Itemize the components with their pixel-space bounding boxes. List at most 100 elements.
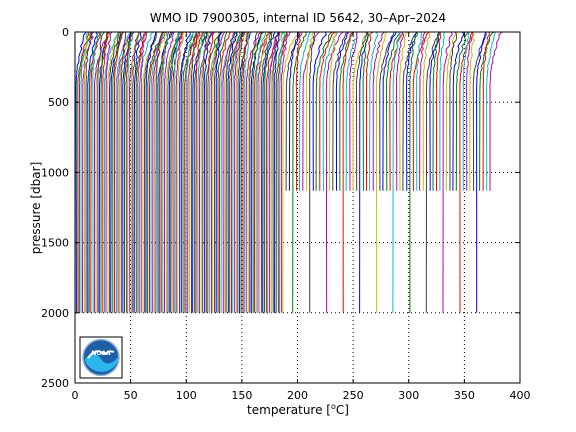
temperature-profile <box>325 32 344 313</box>
logo-text: NOAA <box>91 350 111 357</box>
temperature-profile <box>309 32 316 313</box>
x-axis-label-main: temperature [ <box>247 403 331 417</box>
temperature-profile <box>365 32 374 191</box>
temperature-profile <box>225 32 236 313</box>
temperature-profile <box>175 32 184 313</box>
temperature-profile <box>123 32 135 313</box>
temperature-profile <box>449 32 458 191</box>
temperature-profile <box>173 32 181 313</box>
temperature-profile <box>202 32 208 313</box>
temperature-profile <box>200 32 210 313</box>
temperature-profile <box>107 32 119 313</box>
temperature-profile <box>452 32 465 191</box>
temperature-profile <box>229 32 241 313</box>
temperature-profile <box>389 32 404 191</box>
temperature-profile <box>315 32 333 191</box>
temperature-profile <box>212 32 220 313</box>
temperature-profile <box>319 32 335 191</box>
temperature-profile <box>83 32 91 313</box>
temperature-profile <box>349 32 358 191</box>
temperature-profile <box>439 32 446 191</box>
temperature-profile <box>466 32 474 191</box>
temperature-profile <box>385 32 401 191</box>
temperature-profile <box>145 32 157 313</box>
temperature-profile <box>252 32 262 313</box>
temperature-profile <box>339 32 354 191</box>
temperature-profile <box>274 32 280 313</box>
noaa-logo: NOAA <box>79 336 123 379</box>
temperature-profile <box>279 32 286 313</box>
temperature-profile <box>192 32 208 313</box>
profiles <box>75 32 503 313</box>
x-tick-label: 150 <box>231 389 252 402</box>
temperature-profile <box>140 32 147 313</box>
temperature-profile <box>462 32 470 191</box>
temperature-profile <box>172 32 185 313</box>
temperature-profile <box>292 32 307 313</box>
temperature-profile <box>345 32 358 191</box>
temperature-profile <box>160 32 170 313</box>
y-tick-label: 500 <box>48 96 69 109</box>
temperature-profile <box>195 32 204 313</box>
temperature-profile <box>332 32 348 191</box>
temperature-profile <box>220 32 238 313</box>
temperature-profile <box>162 32 169 313</box>
temperature-profile <box>110 32 125 313</box>
temperature-profile <box>482 32 490 191</box>
axis-ticks: 0 50 100 150 200 250 300 350 400 0 500 1000 1500 2000… <box>41 26 531 402</box>
temperature-profile <box>272 32 279 313</box>
temperature-profile <box>210 32 226 313</box>
logo-wave <box>85 354 118 372</box>
temperature-profile <box>190 32 198 313</box>
temperature-profile <box>305 32 315 191</box>
x-tick-label: 350 <box>454 389 475 402</box>
temperature-profile <box>392 32 401 313</box>
temperature-profile <box>372 32 385 191</box>
temperature-profile <box>402 32 418 191</box>
x-tick-label: 250 <box>343 389 364 402</box>
x-tick-label: 50 <box>124 389 138 402</box>
grid <box>75 32 520 383</box>
temperature-profile <box>282 32 299 313</box>
temperature-profile <box>255 32 267 313</box>
temperature-profile <box>469 32 475 191</box>
temperature-profile <box>197 32 206 313</box>
temperature-profile <box>170 32 179 313</box>
y-tick-label: 2000 <box>41 307 69 320</box>
temperature-profile <box>90 32 101 313</box>
temperature-profile <box>375 32 388 313</box>
temperature-profile <box>227 32 238 313</box>
temperature-profile <box>92 32 100 313</box>
temperature-profile <box>415 32 422 191</box>
temperature-profile <box>112 32 122 313</box>
temperature-profile <box>352 32 369 191</box>
temperature-profile <box>155 32 165 313</box>
temperature-profile <box>382 32 397 191</box>
temperature-profile <box>329 32 337 191</box>
x-axis-label: temperature [oC] <box>247 402 349 417</box>
temperature-profile <box>489 32 503 191</box>
temperature-profile <box>120 32 127 313</box>
temperature-profile <box>425 32 440 313</box>
temperature-profile <box>312 32 327 191</box>
temperature-profile <box>355 32 368 191</box>
y-axis-label: pressure [dbar] <box>29 162 43 255</box>
temperature-profile <box>442 32 453 313</box>
chart-title: WMO ID 7900305, internal ID 5642, 30–Apr… <box>150 11 446 25</box>
temperature-profile <box>270 32 283 313</box>
temperature-profile <box>135 32 148 313</box>
temperature-profile <box>362 32 370 191</box>
temperature-profile <box>242 32 250 313</box>
temperature-profile <box>288 32 299 191</box>
temperature-profile <box>249 32 258 313</box>
temperature-profile <box>130 32 141 313</box>
temperature-profile <box>97 32 105 313</box>
temperature-profile <box>105 32 113 313</box>
temperature-profile <box>152 32 166 313</box>
temperature-profile <box>217 32 228 313</box>
temperature-profile <box>114 32 124 313</box>
temperature-profile <box>207 32 215 313</box>
temperature-profile <box>280 32 291 313</box>
x-tick-label: 200 <box>287 389 308 402</box>
